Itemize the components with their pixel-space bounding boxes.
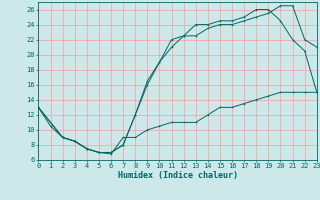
- X-axis label: Humidex (Indice chaleur): Humidex (Indice chaleur): [118, 171, 238, 180]
